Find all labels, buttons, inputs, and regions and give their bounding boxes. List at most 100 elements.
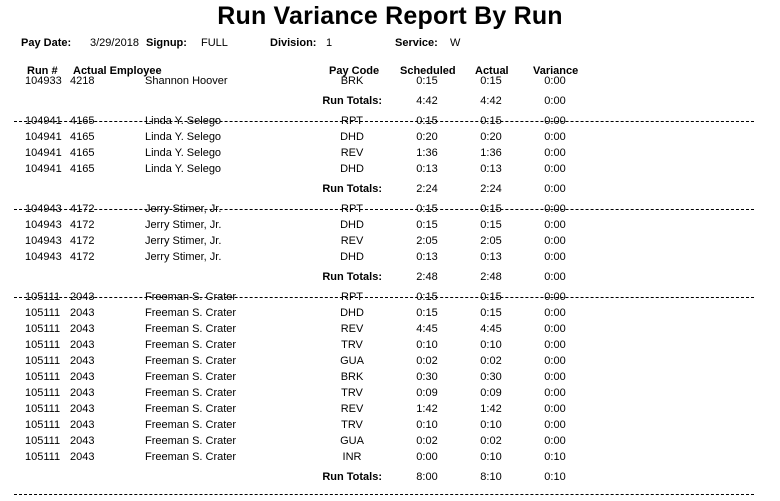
run-number: 104943 [25,235,62,247]
col-actual: Actual [475,65,509,77]
group-separator [14,297,754,298]
pay-code: BRK [340,75,364,87]
actual-time: 0:15 [480,307,502,319]
total-actual: 2:48 [480,271,502,283]
run-number: 105111 [25,451,61,463]
employee-number: 4165 [70,163,95,175]
variance-time: 0:00 [544,323,566,335]
variance-time: 0:00 [544,203,566,215]
employee-number: 4172 [70,219,95,231]
actual-time: 0:10 [480,419,502,431]
scheduled-time: 2:05 [416,235,438,247]
division-label: Division: [270,37,317,49]
scheduled-time: 0:13 [416,251,438,263]
col-employee: Actual Employee [73,65,162,77]
employee-name: Linda Y. Selego [145,147,222,159]
scheduled-time: 0:10 [416,419,438,431]
pay-code: REV [340,403,364,415]
total-variance: 0:10 [544,471,566,483]
pay-code: GUA [340,435,364,447]
pay-code: RPT [341,203,363,215]
scheduled-time: 0:02 [416,435,438,447]
scheduled-time: 0:15 [416,203,438,215]
actual-time: 0:02 [480,355,502,367]
employee-number: 4218 [70,75,95,87]
table-row: 105111 2043 Freeman S. Crater BRK 0:30 0:30 0:… [0,371,780,387]
run-number: 104933 [25,75,62,87]
pay-code: REV [340,323,364,335]
total-scheduled: 8:00 [416,471,438,483]
variance-time: 0:00 [544,403,566,415]
employee-number: 2043 [70,451,95,463]
employee-number: 2043 [70,387,95,399]
service-value: W [450,37,461,49]
employee-name: Shannon Hoover [145,75,228,87]
run-totals-row: Run Totals: 2:24 2:24 0:00 [0,183,780,199]
run-number: 105111 [25,371,61,383]
employee-name: Freeman S. Crater [145,387,237,399]
scheduled-time: 0:13 [416,163,438,175]
variance-time: 0:00 [544,307,566,319]
table-row: 105111 2043 Freeman S. Crater TRV 0:10 0:10 0:… [0,419,780,435]
service-label: Service: [395,37,438,49]
run-number: 104943 [25,219,62,231]
employee-number: 2043 [70,403,95,415]
table-row: 104943 4172 Jerry Stimer, Jr. DHD 0:13 0:13 0:… [0,251,780,267]
variance-time: 0:10 [544,451,566,463]
variance-time: 0:00 [544,435,566,447]
employee-name: Freeman S. Crater [145,419,237,431]
variance-time: 0:00 [544,339,566,351]
run-number: 105111 [25,323,61,335]
report-title: Run Variance Report By Run [217,2,563,30]
table-row: 105111 2043 Freeman S. Crater GUA 0:02 0:02 0:… [0,355,780,371]
actual-time: 0:30 [480,371,502,383]
variance-time: 0:00 [544,291,566,303]
pay-code: DHD [340,219,364,231]
employee-name: Freeman S. Crater [145,435,237,447]
total-actual: 4:42 [480,95,502,107]
total-variance: 0:00 [544,271,566,283]
total-variance: 0:00 [544,183,566,195]
run-number: 105111 [25,355,61,367]
pay-code: GUA [340,355,364,367]
run-totals-row: Run Totals: 2:48 2:48 0:00 [0,271,780,287]
pay-code: RPT [341,291,363,303]
actual-time: 0:10 [480,451,502,463]
scheduled-time: 0:20 [416,131,438,143]
run-number: 104941 [25,131,62,143]
total-actual: 8:10 [480,471,502,483]
run-totals-label: Run Totals: [322,95,382,107]
run-totals-label: Run Totals: [322,271,382,283]
total-variance: 0:00 [544,95,566,107]
run-totals-row: Run Totals: 4:42 4:42 0:00 [0,95,780,111]
run-number: 104941 [25,163,62,175]
actual-time: 0:10 [480,339,502,351]
total-scheduled: 4:42 [416,95,438,107]
actual-time: 4:45 [480,323,502,335]
variance-time: 0:00 [544,219,566,231]
run-number: 105111 [25,387,61,399]
employee-name: Freeman S. Crater [145,451,237,463]
col-scheduled: Scheduled [400,65,456,77]
run-number: 104943 [25,251,62,263]
pay-code: DHD [340,163,364,175]
table-row: 104941 4165 Linda Y. Selego DHD 0:20 0:20 0:00 [0,131,780,147]
scheduled-time: 0:15 [416,115,438,127]
table-row: 105111 2043 Freeman S. Crater REV 1:42 1:42 0:… [0,403,780,419]
variance-time: 0:00 [544,371,566,383]
actual-time: 0:13 [480,163,502,175]
table-row: 105111 2043 Freeman S. Crater RPT 0:15 0:15 0:… [0,291,780,307]
employee-name: Jerry Stimer, Jr. [145,219,222,231]
variance-time: 0:00 [544,115,566,127]
pay-code: DHD [340,307,364,319]
scheduled-time: 0:09 [416,387,438,399]
employee-name: Jerry Stimer, Jr. [145,235,222,247]
employee-number: 4172 [70,203,95,215]
pay-code: TRV [341,419,363,431]
run-number: 104941 [25,115,62,127]
employee-name: Freeman S. Crater [145,403,237,415]
actual-time: 0:15 [480,291,502,303]
pay-code: DHD [340,251,364,263]
scheduled-time: 0:10 [416,339,438,351]
scheduled-time: 0:15 [416,307,438,319]
